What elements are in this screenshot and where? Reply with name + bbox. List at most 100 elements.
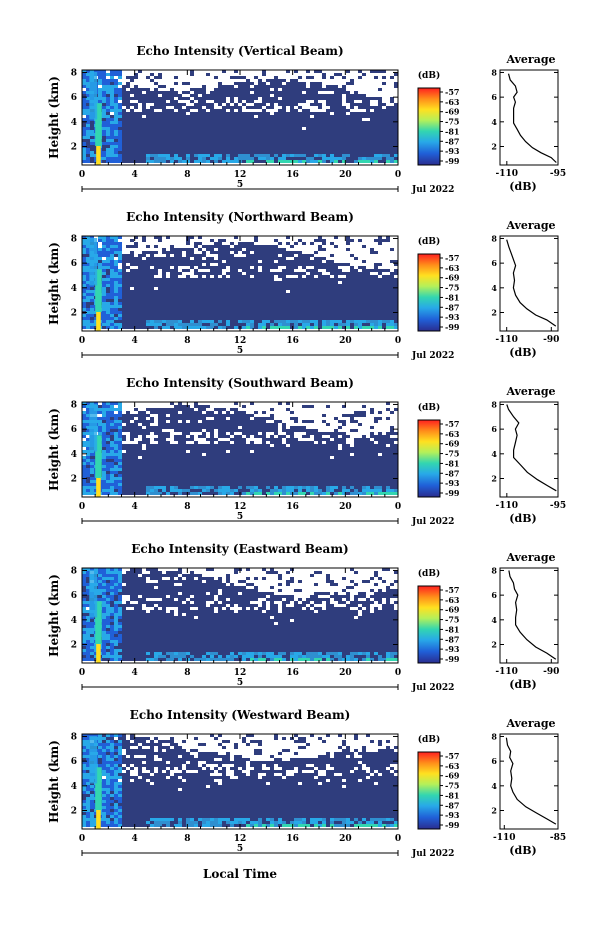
y-tick-label: 4: [71, 450, 77, 460]
profile-title: Average: [505, 219, 555, 232]
y-tick-label: 4: [71, 284, 77, 294]
x-tick-label: 4: [132, 668, 138, 678]
profile-line: [506, 404, 557, 492]
colorbar-unit: (dB): [418, 568, 440, 579]
y-tick-label: 4: [71, 782, 77, 792]
colorbar-unit: (dB): [418, 402, 440, 413]
profile-y-tick-label: 8: [491, 565, 497, 575]
average-profile: Average 2 4 6 8 -110 -90 (dB): [491, 219, 559, 359]
heatmap-cells: [82, 568, 398, 663]
profile-y-tick-label: 6: [491, 590, 497, 600]
date-label: 5: [237, 844, 243, 854]
profile-y-tick-label: 2: [491, 639, 497, 649]
profile-x-tick-label: -110: [493, 833, 516, 843]
colorbar-tick-label: -81: [445, 624, 459, 634]
x-tick-label: 20: [339, 834, 352, 844]
y-tick-label: 8: [71, 566, 77, 576]
x-tick-label: 0: [79, 502, 85, 512]
colorbar: [417, 87, 441, 166]
x-tick-label: 8: [184, 668, 190, 678]
profile-title: Average: [505, 551, 555, 564]
profile-y-tick-label: 2: [491, 805, 497, 815]
x-tick-label: 0: [79, 668, 85, 678]
y-tick-label: 2: [71, 142, 77, 152]
x-tick-label: 20: [339, 502, 352, 512]
colorbar-unit: (dB): [418, 734, 440, 745]
x-tick-label: 0: [79, 336, 85, 346]
profile-x-label: (dB): [509, 346, 536, 359]
date-label: 5: [237, 678, 243, 688]
y-tick-label: 8: [71, 234, 77, 244]
y-tick-label: 8: [71, 400, 77, 410]
colorbar-tick-label: -57: [445, 751, 459, 761]
y-tick-label: 2: [71, 806, 77, 816]
colorbar-tick-label: -69: [445, 273, 460, 283]
y-axis-label: Height (km): [47, 574, 61, 657]
panel-title: Echo Intensity (Northward Beam): [126, 210, 354, 224]
colorbar-tick-label: -81: [445, 790, 459, 800]
profile-x-label: (dB): [509, 678, 536, 691]
average-profile: Average 2 4 6 8 -110 -85 (dB): [491, 717, 566, 857]
profile-x-tick-label: -95: [550, 501, 566, 511]
profile-line: [505, 737, 557, 825]
profile-x-label: (dB): [509, 844, 536, 857]
y-tick-label: 6: [71, 425, 77, 435]
y-tick-label: 6: [71, 591, 77, 601]
colorbar-tick-label: -87: [445, 800, 459, 810]
heatmap-cells: [82, 236, 398, 331]
average-profile: Average 2 4 6 8 -110 -95 (dB): [491, 385, 566, 525]
x-tick-label: 12: [234, 668, 247, 678]
x-tick-label: 4: [132, 170, 138, 180]
colorbar: [417, 419, 441, 498]
profile-frame: [499, 567, 559, 664]
x-tick-label: 16: [286, 668, 299, 678]
y-tick-label: 6: [71, 93, 77, 103]
x-tick-label: 16: [286, 834, 299, 844]
profile-y-tick-label: 6: [491, 92, 497, 102]
y-tick-label: 4: [71, 118, 77, 128]
colorbar-tick-label: -69: [445, 107, 460, 117]
panel-0: Echo Intensity (Vertical Beam) 2 4 6 8 0 4 8 12 1…: [47, 44, 566, 195]
x-tick-label: 0: [79, 170, 85, 180]
x-tick-label: 20: [339, 336, 352, 346]
x-tick-label: 16: [286, 336, 299, 346]
profile-x-tick-label: -110: [495, 335, 518, 345]
y-tick-label: 2: [71, 640, 77, 650]
x-tick-label: 4: [132, 502, 138, 512]
x-tick-label: 8: [184, 834, 190, 844]
colorbar-tick-label: -75: [445, 781, 459, 791]
y-tick-label: 4: [71, 616, 77, 626]
colorbar-tick-label: -93: [445, 644, 460, 654]
colorbar-tick-label: -99: [445, 156, 460, 166]
profile-y-tick-label: 4: [491, 781, 497, 791]
colorbar-unit: (dB): [418, 70, 440, 81]
x-tick-label: 0: [395, 170, 401, 180]
x-tick-label: 12: [234, 336, 247, 346]
panel-title: Echo Intensity (Westward Beam): [130, 708, 351, 722]
profile-x-tick-label: -95: [550, 169, 566, 179]
profile-title: Average: [505, 385, 555, 398]
x-tick-label: 0: [395, 834, 401, 844]
panel-4: Echo Intensity (Westward Beam) 2 4 6 8 0 4 8 12 1…: [47, 708, 566, 859]
colorbar-tick-label: -81: [445, 126, 459, 136]
colorbar-tick-label: -93: [445, 146, 460, 156]
profile-y-tick-label: 4: [491, 449, 497, 459]
panel-1: Echo Intensity (Northward Beam) 2 4 6 8 0 4 8 12…: [47, 210, 559, 361]
date-suffix: Jul 2022: [411, 185, 454, 195]
date-suffix: Jul 2022: [411, 517, 454, 527]
x-tick-label: 16: [286, 502, 299, 512]
profile-line: [508, 570, 557, 660]
profile-frame: [499, 401, 559, 498]
x-tick-label: 0: [395, 502, 401, 512]
profile-title: Average: [505, 717, 555, 730]
date-label: 5: [237, 512, 243, 522]
date-suffix: Jul 2022: [411, 849, 454, 859]
profile-x-label: (dB): [509, 180, 536, 193]
x-tick-label: 12: [234, 170, 247, 180]
heatmap-cells: [82, 402, 398, 497]
profile-y-tick-label: 6: [491, 424, 497, 434]
colorbar-tick-label: -99: [445, 322, 460, 332]
profile-x-tick-label: -110: [496, 501, 519, 511]
profile-y-tick-label: 2: [491, 473, 497, 483]
x-tick-label: 0: [79, 834, 85, 844]
